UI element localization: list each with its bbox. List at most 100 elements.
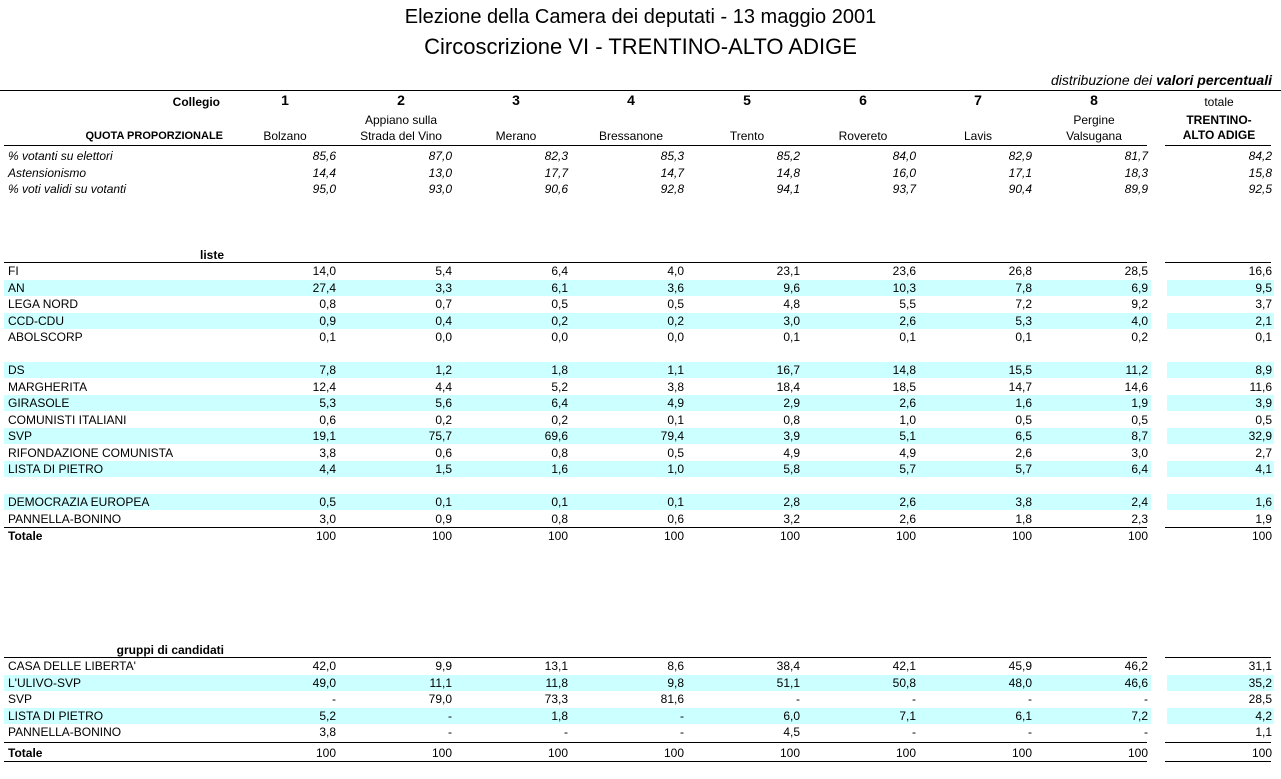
cell-total: 0,5 [1255,412,1272,427]
row-label: % votanti su elettori [8,149,113,163]
cell-college-2: 100 [431,746,452,760]
cell-college-1: 49,0 [312,675,336,690]
cell-college-1: 100 [315,746,336,760]
college-number: 5 [743,92,751,108]
cell-college-5: 3,2 [783,511,800,526]
row-label: GIRASOLE [8,396,70,410]
total-header-name1: TRENTINO- [1186,113,1252,127]
liste-rule-main [4,262,1147,263]
cell-college-3: 0,5 [551,297,568,311]
cell-college-8: 28,5 [1124,264,1148,278]
cell-college-5: 100 [779,529,800,543]
cell-college-1: - [332,692,336,706]
cell-college-7: 14,7 [1008,379,1032,394]
cell-college-1: 14,0 [312,264,336,278]
cell-college-2: 9,9 [435,659,452,673]
cell-college-2: 75,7 [428,429,452,443]
gruppi-rule-total [1165,657,1271,658]
cell-college-3: 0,8 [551,511,568,526]
cell-college-2: 11,1 [429,675,452,690]
total-row: Totale 100 100 100 100 100 100 100 100 100 [4,528,1274,544]
college-number: 2 [397,92,405,108]
cell-college-5: 94,1 [776,182,800,196]
cell-college-3: 100 [547,746,568,760]
table-row: AN 27,4 3,3 6,1 3,6 9,6 10,3 7,8 6,9 9,5 [4,279,1274,296]
cell-college-5: 0,8 [783,412,800,427]
cell-college-2: 5,6 [435,396,452,410]
cell-total: 0,1 [1255,330,1272,344]
cell-college-1: 12,4 [312,379,336,394]
distribution-bold: valori percentuali [1156,72,1272,88]
cell-college-8: 1,9 [1131,396,1148,410]
cell-college-6: 5,7 [899,462,916,476]
table-row: FI 14,0 5,4 6,4 4,0 23,1 23,6 26,8 28,5 16,6 [4,263,1274,279]
page-title: Elezione della Camera dei deputati - 13 … [404,6,877,28]
cell-college-4: 0,1 [667,495,684,509]
cell-college-4: - [680,708,684,723]
row-label: Astensionismo [8,165,87,180]
cell-college-7: 100 [1011,746,1032,760]
band-gap [1151,362,1167,378]
cell-college-5 [690,346,800,362]
table-row: L'ULIVO-SVP 49,0 11,1 11,8 9,8 51,1 50,8 48,0 46… [4,674,1274,691]
table-row: ABOLSCORP 0,1 0,0 0,0 0,0 0,1 0,1 0,1 0,2 0,1 [4,329,1274,345]
row-label: AN [8,280,25,295]
cell-college-8: 0,2 [1131,330,1148,344]
cell-total: 1,1 [1255,725,1272,739]
cell-college-5: 6,0 [783,708,800,723]
cell-college-3: 0,1 [551,495,568,509]
header-rule-main [4,145,1147,146]
cell-college-8: 2,3 [1131,511,1148,526]
row-label: SVP [8,429,33,443]
distribution-prefix: distribuzione dei [1051,72,1153,88]
cell-college-4: 0,5 [667,297,684,311]
college-number: 1 [281,92,289,108]
cell-total [1162,478,1272,494]
row-label: L'ULIVO-SVP [8,675,81,690]
cell-college-6: 2,6 [899,495,916,509]
cell-college-7 [922,478,1032,494]
cell-total: 11,6 [1249,379,1272,394]
cell-college-6: 14,8 [892,363,916,377]
cell-college-1: 5,3 [319,396,336,410]
cell-college-5: 16,7 [776,363,800,377]
cell-college-7: 17,1 [1008,165,1032,180]
cell-college-8: 14,6 [1124,379,1148,394]
cell-college-6: 10,3 [892,280,916,295]
cell-college-2: 0,0 [435,330,452,344]
cell-college-2 [342,346,452,362]
cell-college-7: 3,8 [1015,495,1032,509]
cell-college-5 [690,478,800,494]
table-row [4,478,1274,494]
table-row: LISTA DI PIETRO 5,2 - 1,8 - 6,0 7,1 6,1 7,2 4,2 [4,707,1274,724]
cell-college-8: 2,4 [1131,495,1148,509]
cell-college-6: 42,1 [892,659,916,673]
cell-college-8: - [1144,692,1148,706]
cell-college-7: 48,0 [1008,675,1032,690]
cell-college-5: 4,5 [783,725,800,739]
college-name-line2: Trento [729,129,765,143]
table-row: CCD-CDU 0,9 0,4 0,2 0,2 3,0 2,6 5,3 4,0 2,1 [4,312,1274,329]
cell-college-7: - [1028,692,1032,706]
cell-college-7: 15,5 [1008,363,1032,377]
gruppi-rule-main [4,657,1147,658]
cell-college-7: 6,5 [1015,429,1032,443]
cell-college-5: 2,8 [783,495,800,509]
cell-college-7: 82,9 [1008,149,1032,163]
total-rule [1165,527,1271,528]
cell-total: 4,2 [1255,708,1272,723]
band-gap [1151,674,1167,691]
cell-college-1: 27,4 [312,280,336,295]
cell-college-5: - [796,692,800,706]
cell-college-8 [1038,478,1148,494]
cell-college-1: 0,9 [319,313,336,328]
cell-college-1: 0,8 [319,297,336,311]
cell-college-6: 2,6 [899,511,916,526]
cell-college-1: 0,5 [319,495,336,509]
table-row: SVP 19,1 75,7 69,6 79,4 3,9 5,1 6,5 8,7 32,9 [4,428,1274,444]
college-number: 6 [859,92,867,108]
cell-college-1 [226,346,336,362]
cell-college-1: 19,1 [312,429,336,443]
cell-college-1: 14,4 [312,165,336,180]
cell-college-6: 18,5 [892,379,916,394]
